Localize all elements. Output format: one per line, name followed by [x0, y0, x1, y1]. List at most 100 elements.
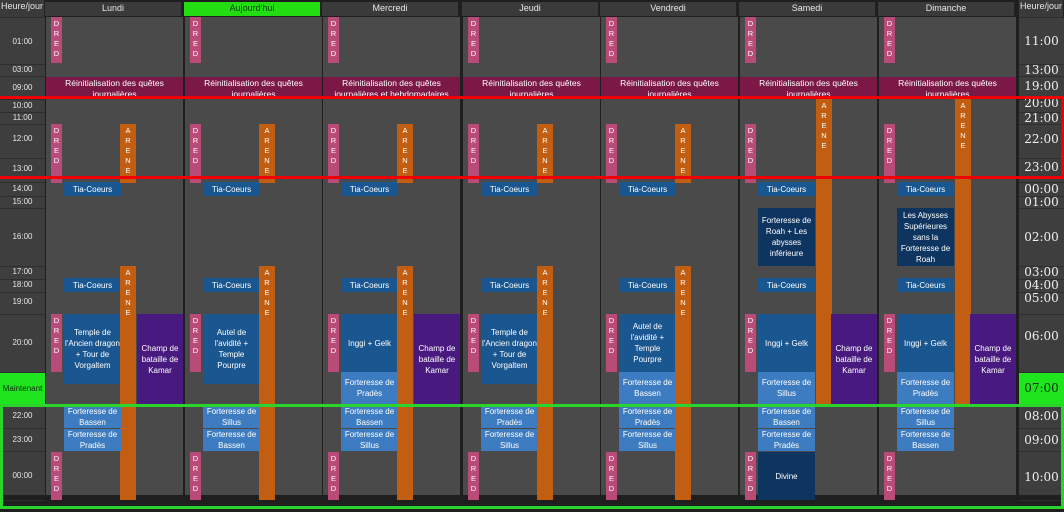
day-header-1[interactable]: Aujourd'hui [184, 2, 321, 16]
main-evening-event[interactable]: Temple de l'Ancien dragon + Tour de Vorg… [481, 314, 538, 384]
dred-bar-letter: E [53, 146, 59, 155]
dred-bar-letter: E [192, 39, 198, 48]
dred-bar-letter: R [747, 464, 754, 473]
fortress-event[interactable]: Forteresse de Bassen [619, 372, 676, 404]
fortress-event[interactable]: Forteresse de Sillus [619, 429, 676, 451]
fortress-event[interactable]: Forteresse de Pradès [64, 429, 121, 451]
abyss-event[interactable]: Forteresse de Roah + Les abysses inférie… [758, 208, 815, 266]
time-label-right: 19:00 [1024, 79, 1059, 93]
daily-reset-event[interactable]: Réinitialisation des quêtes journalières [601, 77, 738, 97]
main-evening-event[interactable]: Inggi + Gelk [897, 314, 954, 372]
tia-coeurs-event[interactable]: Tia-Coeurs [897, 182, 954, 196]
abyss-event[interactable]: Les Abysses Supérieures sans la Forteres… [897, 208, 954, 266]
tia-coeurs-event[interactable]: Tia-Coeurs [341, 278, 398, 292]
fortress-event[interactable]: Forteresse de Pradès [481, 406, 538, 428]
dred-bar-letter: D [53, 19, 60, 28]
arena-bar-letter: E [125, 288, 131, 297]
day-header-5[interactable]: Samedi [739, 2, 876, 16]
fortress-event[interactable]: Forteresse de Pradès [341, 372, 398, 404]
main-evening-event[interactable]: Autel de l'avidité + Temple Pourpre [203, 314, 260, 384]
fortress-event[interactable]: Forteresse de Pradès [619, 406, 676, 428]
fortress-event[interactable]: Forteresse de Sillus [481, 429, 538, 451]
main-evening-event[interactable]: Inggi + Gelk [341, 314, 398, 372]
dred-bar-letter: R [886, 136, 893, 145]
tia-coeurs-event[interactable]: Tia-Coeurs [203, 278, 260, 292]
grid-line [1019, 99, 1064, 100]
battlefield-event[interactable]: Champ de bataille de Kamar [970, 314, 1016, 405]
fortress-event[interactable]: Forteresse de Bassen [341, 406, 398, 428]
tia-coeurs-event[interactable]: Tia-Coeurs [619, 182, 676, 196]
tia-coeurs-event[interactable]: Tia-Coeurs [64, 182, 121, 196]
dred-bar-letter: E [470, 146, 476, 155]
tia-coeurs-event[interactable]: Tia-Coeurs [897, 278, 954, 292]
fortress-event[interactable]: Forteresse de Pradès [897, 372, 954, 404]
grid-line [0, 182, 45, 183]
daily-reset-event[interactable]: Réinitialisation des quêtes journalières [463, 77, 600, 97]
arena-bar-letter: E [402, 308, 408, 317]
tia-coeurs-event[interactable]: Tia-Coeurs [758, 182, 815, 196]
dred-bar-letter: E [330, 39, 336, 48]
fortress-event[interactable]: Forteresse de Bassen [897, 429, 954, 451]
tia-coeurs-event[interactable]: Tia-Coeurs [203, 182, 260, 196]
daily-reset-event[interactable]: Réinitialisation des quêtes journalières [46, 77, 183, 97]
day-header-2[interactable]: Mercredi [322, 2, 459, 16]
daily-reset-event[interactable]: Réinitialisation des quêtes journalières [879, 77, 1016, 97]
tia-coeurs-event[interactable]: Tia-Coeurs [481, 278, 538, 292]
battlefield-event[interactable]: Champ de bataille de Kamar [414, 314, 460, 405]
time-label-left: 03:00 [12, 65, 33, 74]
arena-bar-letter: E [542, 146, 548, 155]
arena-bar-letter: R [402, 136, 408, 145]
fortress-event[interactable]: Forteresse de Sillus [897, 406, 954, 428]
dred-bar-letter: E [53, 39, 59, 48]
time-label-left: 19:00 [12, 297, 33, 306]
dred-bar-letter: D [192, 19, 199, 28]
fortress-event[interactable]: Forteresse de Bassen [758, 406, 815, 428]
dred-bar-letter: D [470, 156, 477, 165]
time-label-right: 06:00 [1024, 329, 1059, 343]
fortress-event[interactable]: Forteresse de Bassen [203, 429, 260, 451]
fortress-event[interactable]: Forteresse de Sillus [203, 406, 260, 428]
fortress-event[interactable]: Forteresse de Sillus [758, 372, 815, 404]
fortress-event[interactable]: Forteresse de Pradès [758, 429, 815, 451]
daily-reset-event[interactable]: Réinitialisation des quêtes journalières [185, 77, 322, 97]
arena-bar-letter: A [680, 126, 686, 135]
day-header-6[interactable]: Dimanche [878, 2, 1015, 16]
dred-bar-letter: E [886, 146, 892, 155]
divine-event[interactable]: Divine [758, 452, 815, 500]
arena-bar-letter: A [125, 268, 131, 277]
grid-line [1019, 428, 1064, 429]
arena-bar-letter: N [821, 131, 827, 140]
tia-coeurs-event[interactable]: Tia-Coeurs [64, 278, 121, 292]
dred-bar-letter: D [886, 316, 893, 325]
tia-coeurs-event[interactable]: Tia-Coeurs [341, 182, 398, 196]
day-header-4[interactable]: Vendredi [600, 2, 737, 16]
main-evening-event[interactable]: Autel de l'avidité + Temple Pourpre [619, 314, 676, 372]
tia-coeurs-event[interactable]: Tia-Coeurs [619, 278, 676, 292]
arena-bar-letter: E [125, 146, 131, 155]
arena-bar-letter: N [402, 156, 408, 165]
tia-coeurs-event[interactable]: Tia-Coeurs [481, 182, 538, 196]
main-evening-event[interactable]: Inggi + Gelk [758, 314, 815, 372]
day-header-3[interactable]: Jeudi [462, 2, 599, 16]
battlefield-event[interactable]: Champ de bataille de Kamar [831, 314, 877, 405]
main-evening-event[interactable]: Temple de l'Ancien dragon + Tour de Vorg… [64, 314, 121, 384]
dred-bar-letter: R [192, 464, 199, 473]
daily-reset-event[interactable]: Réinitialisation des quêtes journalières… [323, 77, 460, 97]
now-line-top [0, 404, 1064, 407]
fortress-event[interactable]: Forteresse de Sillus [341, 429, 398, 451]
dred-bar-letter: D [608, 316, 615, 325]
battlefield-event[interactable]: Champ de bataille de Kamar [137, 314, 183, 405]
tia-coeurs-event[interactable]: Tia-Coeurs [758, 278, 815, 292]
arena-bar-letter: E [264, 146, 270, 155]
dred-bar-letter: D [330, 454, 337, 463]
fortress-event[interactable]: Forteresse de Bassen [64, 406, 121, 428]
dred-bar-letter: D [608, 156, 615, 165]
day-header-0[interactable]: Lundi [45, 2, 182, 16]
time-label-left: 00:00 [12, 471, 33, 480]
daily-reset-event[interactable]: Réinitialisation des quêtes journalières [740, 77, 877, 97]
